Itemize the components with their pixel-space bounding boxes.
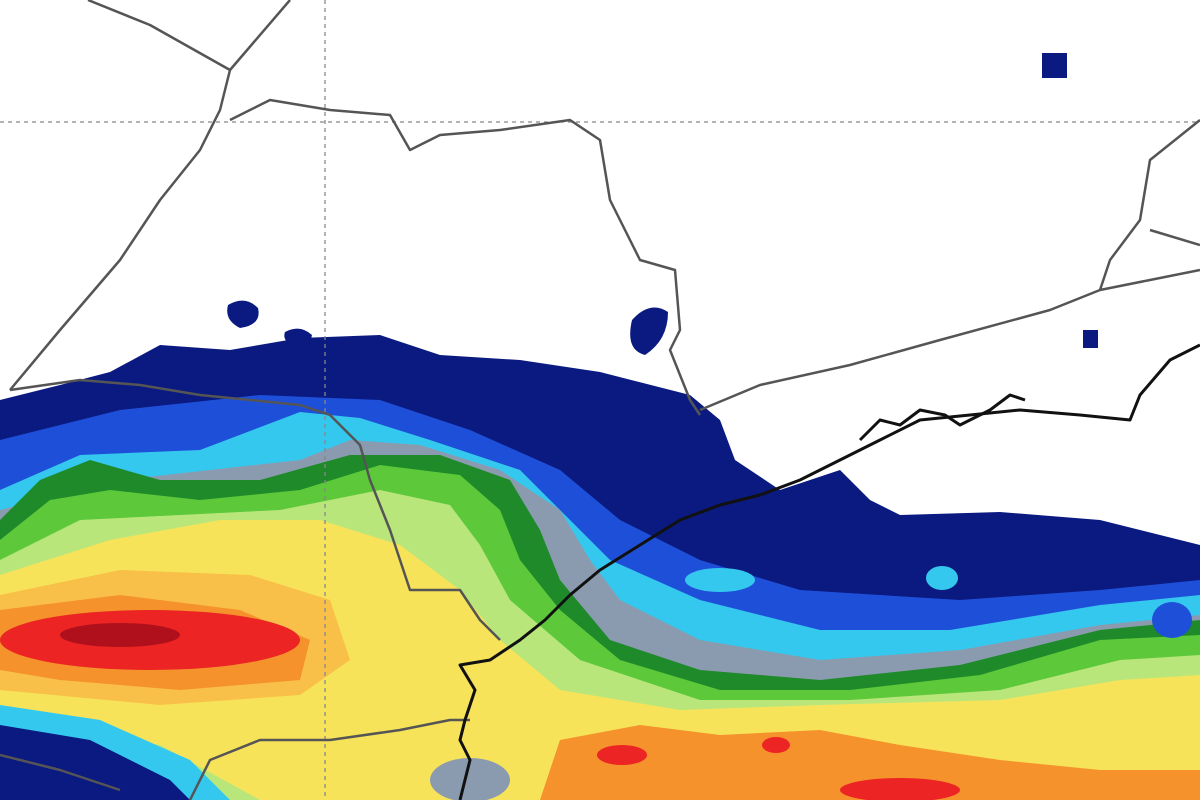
precip-blue-spot-east [1152, 602, 1192, 638]
coastline-bays [858, 393, 1026, 442]
precip-southwest-navy [0, 725, 190, 800]
precip-south-lake-gray [430, 758, 510, 800]
precip-blob-2 [284, 328, 312, 347]
precip-red-spot-3 [840, 778, 960, 800]
precip-light-blue-spot [926, 566, 958, 590]
precip-red-spot-2 [762, 737, 790, 753]
border-mg-rj [699, 268, 1200, 412]
precip-pixel-1 [1042, 53, 1067, 78]
coastline-east [759, 343, 1200, 497]
precip-blob-3 [630, 307, 668, 355]
precip-dark-red-core [60, 623, 180, 647]
precip-light-blue-spot-2 [685, 568, 755, 592]
precip-blob-1 [227, 300, 259, 328]
border-southwest [0, 753, 121, 792]
border-sp-south [9, 378, 501, 641]
precipitation-field [0, 53, 1200, 800]
border-sc-rs [188, 718, 470, 800]
border-sp-north [229, 98, 702, 416]
precip-yellow [0, 520, 1200, 800]
border-sp-west [9, 69, 232, 391]
precip-red-spot-1 [597, 745, 647, 765]
coastline [458, 343, 1200, 800]
coastline-south [458, 493, 761, 800]
border-east [1098, 119, 1200, 291]
precip-orange-south [540, 725, 1200, 800]
precip-pixel-2 [1083, 330, 1098, 348]
border-north [87, 0, 291, 72]
